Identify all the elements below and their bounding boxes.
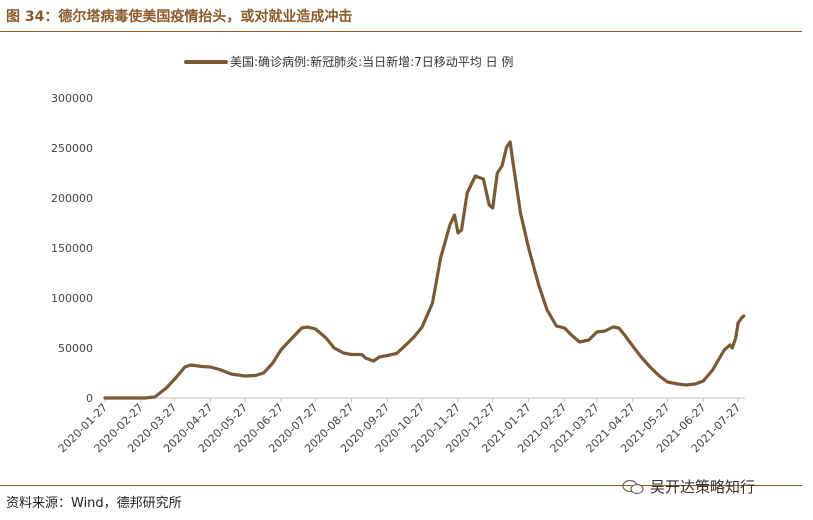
watermark-text: 吴开达策略知行: [650, 478, 756, 496]
y-axis: 0 50000 100000 150000 200000 250000 300000: [51, 92, 93, 405]
figure-title: 图 34：德尔塔病毒使美国疫情抬头，或对就业造成冲击: [6, 9, 353, 25]
series-line-us-daily-cases: [103, 140, 746, 400]
y-tick-label: 0: [86, 392, 93, 405]
y-tick-label: 50000: [58, 342, 93, 355]
watermark: 吴开达策略知行: [622, 476, 755, 497]
y-tick-label: 100000: [51, 292, 93, 305]
y-tick-label: 300000: [51, 92, 93, 105]
wechat-icon: [622, 479, 644, 494]
y-tick-label: 200000: [51, 192, 93, 205]
y-tick-label: 150000: [51, 242, 93, 255]
x-axis: 2020-01-272020-02-272020-03-272020-04-27…: [56, 398, 743, 455]
legend-label: 美国:确诊病例:新冠肺炎:当日新增:7日移动平均 日 例: [230, 54, 513, 69]
title-divider: [0, 31, 802, 32]
footer-divider: [0, 485, 802, 486]
legend: 美国:确诊病例:新冠肺炎:当日新增:7日移动平均 日 例: [184, 54, 513, 69]
y-tick-label: 250000: [51, 142, 93, 155]
line-chart: 美国:确诊病例:新冠肺炎:当日新增:7日移动平均 日 例 0 50000 10000…: [51, 54, 746, 455]
source-note: 资料来源：Wind，德邦研究所: [6, 496, 182, 511]
